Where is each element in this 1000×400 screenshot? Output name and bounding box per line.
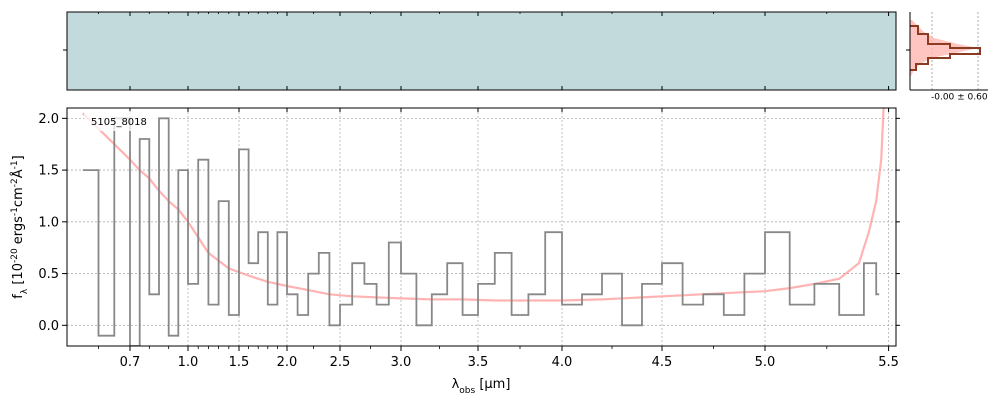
x-tick-label: 2.0 <box>277 355 298 370</box>
y-axis-title-part: Å <box>10 169 26 178</box>
profile-annotation: -0.00 ± 0.60 <box>931 93 988 103</box>
y-axis-title: fλ [10-20 ergs-1cm-2Å-1] <box>10 155 30 298</box>
model-spectrum-line <box>82 108 885 302</box>
y-axis-title-part: λ <box>20 288 30 294</box>
x-tick-label: 1.5 <box>229 355 250 370</box>
y-tick-label: 1.0 <box>38 215 59 230</box>
source-label: 5105_8018 <box>91 117 147 128</box>
y-axis-title-part: ergs <box>11 216 26 248</box>
x-tick-label: 4.0 <box>552 355 573 370</box>
spectrum-2d-panel <box>63 11 897 91</box>
x-tick-label: 3.0 <box>391 355 412 370</box>
x-tick-label: 4.5 <box>652 355 673 370</box>
y-axis-title-part: cm <box>11 187 26 207</box>
y-axis-title-part: [10 <box>11 263 26 289</box>
x-axis-title-unit: [μm] <box>475 377 510 392</box>
y-axis-title-part: ] <box>11 155 26 160</box>
x-tick-label: 5.5 <box>878 355 899 370</box>
spectrum-2d-frame <box>66 11 897 91</box>
y-axis-title-part: -2 <box>10 178 20 187</box>
profile-line <box>910 25 981 71</box>
spectrum-1d-panel: 0.7 1.0 1.5 2.0 2.5 3.0 3.5 4.0 4.5 5.0 5.5 0.0 0.5… <box>10 107 900 396</box>
observed-spectrum-line <box>82 117 880 346</box>
y-axis-title-part: f <box>11 294 26 299</box>
y-tick-label: 2.0 <box>38 112 59 127</box>
spectrum-2d-ticks <box>63 12 890 90</box>
x-tick-label: 0.7 <box>120 355 141 370</box>
x-tick-label: 3.5 <box>468 355 489 370</box>
y-axis-title-part: -1 <box>10 207 20 216</box>
source-label-box <box>84 111 158 131</box>
x-axis-title: λobs [μm] <box>452 377 511 396</box>
profile-panel: -0.00 ± 0.60 <box>906 12 988 103</box>
y-tick-label: 1.5 <box>38 164 59 179</box>
x-tick-label: 5.0 <box>755 355 776 370</box>
x-axis-title-main: λ <box>452 377 460 392</box>
y-tick-label: 0.0 <box>38 319 59 334</box>
y-axis-ticks: 0.0 0.5 1.0 1.5 2.0 <box>38 112 900 334</box>
x-tick-label: 1.0 <box>178 355 199 370</box>
y-axis-title-part: -20 <box>10 248 20 263</box>
y-tick-label: 0.5 <box>38 267 59 282</box>
spectrum-2d-background <box>67 12 896 90</box>
x-axis-title-sub: obs <box>459 386 475 396</box>
x-tick-label: 2.5 <box>330 355 351 370</box>
plot-frame <box>66 107 897 347</box>
x-axis-ticks: 0.7 1.0 1.5 2.0 2.5 3.0 3.5 4.0 4.5 5.0 5.5 <box>98 108 899 370</box>
y-axis-title-part: -1 <box>10 160 20 169</box>
